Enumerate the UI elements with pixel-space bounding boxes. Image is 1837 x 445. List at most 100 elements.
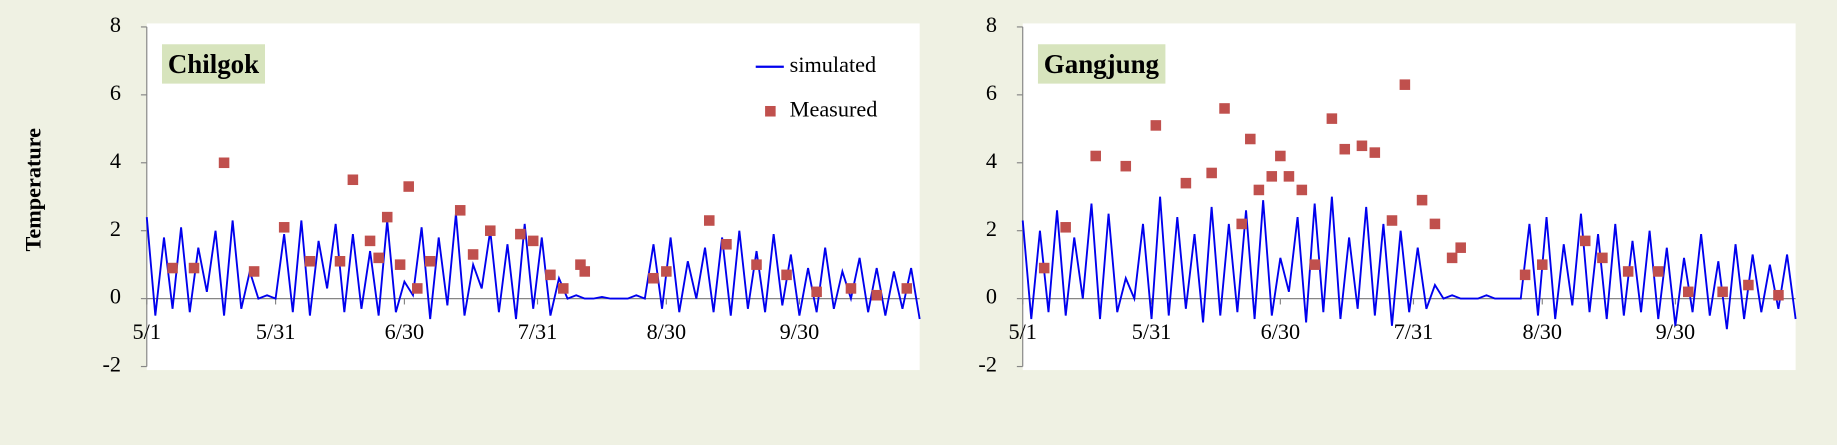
- measured-point: [467, 249, 479, 260]
- x-tick-label: 8/30: [1523, 319, 1563, 344]
- measured-point: [901, 283, 913, 294]
- measured-point: [394, 259, 406, 270]
- measured-point: [1339, 143, 1351, 155]
- y-tick-label: 2: [986, 216, 997, 241]
- measured-point: [648, 272, 659, 284]
- panel: -2 0 2 4 6 8 5/1 5/31 6/30 7/31 8/30 9/30 Chilgok sim…: [102, 12, 921, 377]
- y-tick-label: 8: [986, 12, 997, 37]
- measured-point: [1283, 171, 1295, 182]
- measured-point: [1060, 222, 1071, 233]
- measured-point: [575, 259, 586, 270]
- measured-point: [1266, 171, 1278, 182]
- measured-point: [347, 174, 359, 186]
- measured-point: [811, 286, 822, 298]
- y-tick-label: 2: [110, 216, 121, 241]
- x-tick-label: 5/31: [256, 319, 296, 344]
- measured-point: [751, 259, 762, 270]
- measured-point: [1296, 184, 1308, 196]
- y-tick-label: -2: [978, 352, 997, 377]
- measured-point: [1206, 167, 1217, 179]
- measured-point: [1429, 218, 1441, 230]
- y-tick-label: 6: [110, 80, 121, 105]
- measured-point: [381, 211, 393, 223]
- x-tick-label: 8/30: [647, 319, 687, 344]
- measured-point: [721, 239, 732, 250]
- measured-point: [1309, 259, 1320, 270]
- x-tick-label: 5/1: [1009, 319, 1037, 344]
- measured-point: [1253, 184, 1265, 196]
- measured-point: [1090, 150, 1101, 162]
- measured-point: [167, 262, 178, 274]
- measured-point: [527, 235, 539, 247]
- measured-point: [364, 235, 376, 247]
- title-box: [162, 44, 266, 84]
- measured-point: [871, 289, 883, 301]
- measured-point: [1537, 259, 1548, 270]
- measured-point: [454, 205, 466, 216]
- y-tick-label: 6: [986, 80, 997, 105]
- measured-point: [1717, 286, 1728, 298]
- measured-point: [1326, 113, 1338, 124]
- measured-point: [248, 266, 260, 277]
- measured-point: [1773, 289, 1784, 301]
- x-tick-label: 7/31: [518, 319, 558, 344]
- x-tick-label: 9/30: [780, 319, 820, 344]
- measured-point: [373, 252, 384, 264]
- y-axis-label: Temperature: [21, 128, 46, 252]
- x-tick-label: 6/30: [385, 319, 425, 344]
- measured-point: [1245, 133, 1256, 145]
- measured-point: [1120, 160, 1132, 172]
- measured-point: [515, 228, 526, 240]
- measured-point: [412, 283, 423, 294]
- measured-point: [1236, 218, 1247, 230]
- measured-point: [1399, 79, 1411, 90]
- measured-point: [1597, 252, 1608, 264]
- measured-point: [188, 262, 200, 274]
- measured-point: [1275, 150, 1286, 162]
- measured-point: [579, 266, 591, 277]
- x-tick-label: 5/31: [1132, 319, 1172, 344]
- measured-point: [1622, 266, 1634, 277]
- measured-point: [1519, 269, 1531, 281]
- x-tick-label: 7/31: [1394, 319, 1434, 344]
- y-tick-label: 4: [110, 148, 121, 173]
- measured-point: [845, 283, 857, 294]
- legend-label: Measured: [790, 96, 878, 121]
- measured-point: [558, 283, 569, 294]
- x-tick-label: 5/1: [133, 319, 161, 344]
- measured-point: [1743, 279, 1754, 291]
- measured-point: [1652, 266, 1664, 277]
- measured-point: [661, 266, 672, 277]
- measured-point: [545, 269, 556, 281]
- measured-point: [1455, 242, 1466, 253]
- measured-point: [781, 269, 792, 281]
- measured-point: [334, 255, 346, 267]
- measured-point: [218, 157, 230, 169]
- legend-marker: [765, 105, 776, 117]
- measured-point: [1683, 286, 1694, 298]
- chart-title: Gangjung: [1044, 49, 1160, 79]
- chart-title: Chilgok: [168, 49, 259, 79]
- measured-point: [278, 222, 290, 233]
- y-tick-label: 4: [986, 148, 997, 173]
- measured-point: [1219, 103, 1230, 114]
- x-tick-label: 6/30: [1261, 319, 1301, 344]
- simulated-line: [145, 213, 921, 320]
- measured-point: [1356, 140, 1368, 152]
- measured-point: [1386, 215, 1398, 226]
- measured-point: [1446, 252, 1458, 264]
- measured-point: [424, 255, 436, 267]
- measured-point: [1416, 194, 1428, 206]
- title-box: [1037, 44, 1166, 84]
- measured-point: [1150, 120, 1162, 131]
- y-tick-label: 0: [986, 284, 997, 309]
- plot-area: [146, 23, 920, 371]
- measured-point: [1180, 177, 1192, 189]
- y-tick-label: -2: [102, 352, 121, 377]
- measured-point: [304, 255, 316, 267]
- measured-point: [1369, 147, 1381, 158]
- measured-point: [704, 215, 715, 226]
